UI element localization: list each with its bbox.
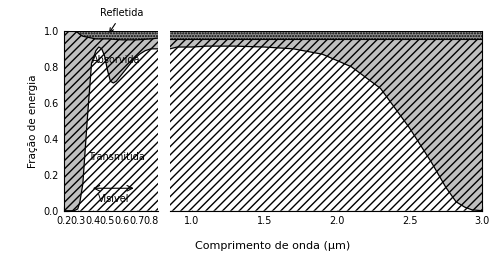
Text: Refletida: Refletida [100,8,144,32]
Y-axis label: Fração de energia: Fração de energia [28,74,38,168]
Text: Comprimento de onda (μm): Comprimento de onda (μm) [195,241,351,251]
Text: Transmitida: Transmitida [88,152,145,162]
Text: Absorvida: Absorvida [92,55,141,65]
Text: Visível: Visível [97,194,129,204]
